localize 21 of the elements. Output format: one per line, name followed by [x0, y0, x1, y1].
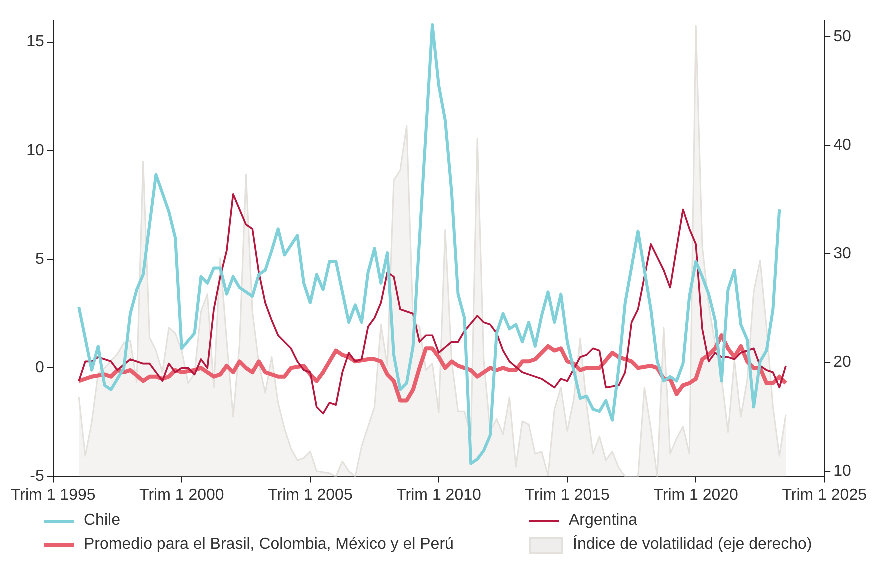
y2-tick-label: 20 — [834, 354, 852, 372]
x-tick-label: Trim 1 2015 — [525, 486, 610, 504]
y-tick-label: -5 — [30, 468, 44, 486]
x-tick-label: Trim 1 2025 — [782, 486, 868, 504]
y-tick-label: 15 — [26, 34, 44, 51]
y-tick-label: 0 — [35, 360, 44, 377]
x-tick-label: Trim 1 1995 — [10, 486, 96, 504]
legend-label: Índice de volatilidad (eje derecho) — [573, 536, 812, 554]
y2-tick-label: 30 — [834, 246, 852, 263]
legend-label: Argentina — [569, 512, 638, 530]
y2-tick-label: 10 — [834, 462, 852, 480]
y2-tick-label: 50 — [834, 28, 852, 46]
y-tick-label: 10 — [26, 142, 44, 160]
legend-label: Chile — [84, 512, 120, 530]
y-tick-label: 5 — [35, 250, 44, 268]
x-tick-label: Trim 1 2000 — [140, 486, 224, 504]
x-tick-label: Trim 1 2005 — [268, 486, 353, 504]
x-tick-label: Trim 1 2020 — [654, 486, 739, 504]
legend-label: Promedio para el Brasil, Colombia, México y el Perú — [84, 536, 454, 554]
x-tick-label: Trim 1 2010 — [396, 486, 482, 504]
y2-tick-label: 40 — [834, 136, 852, 154]
